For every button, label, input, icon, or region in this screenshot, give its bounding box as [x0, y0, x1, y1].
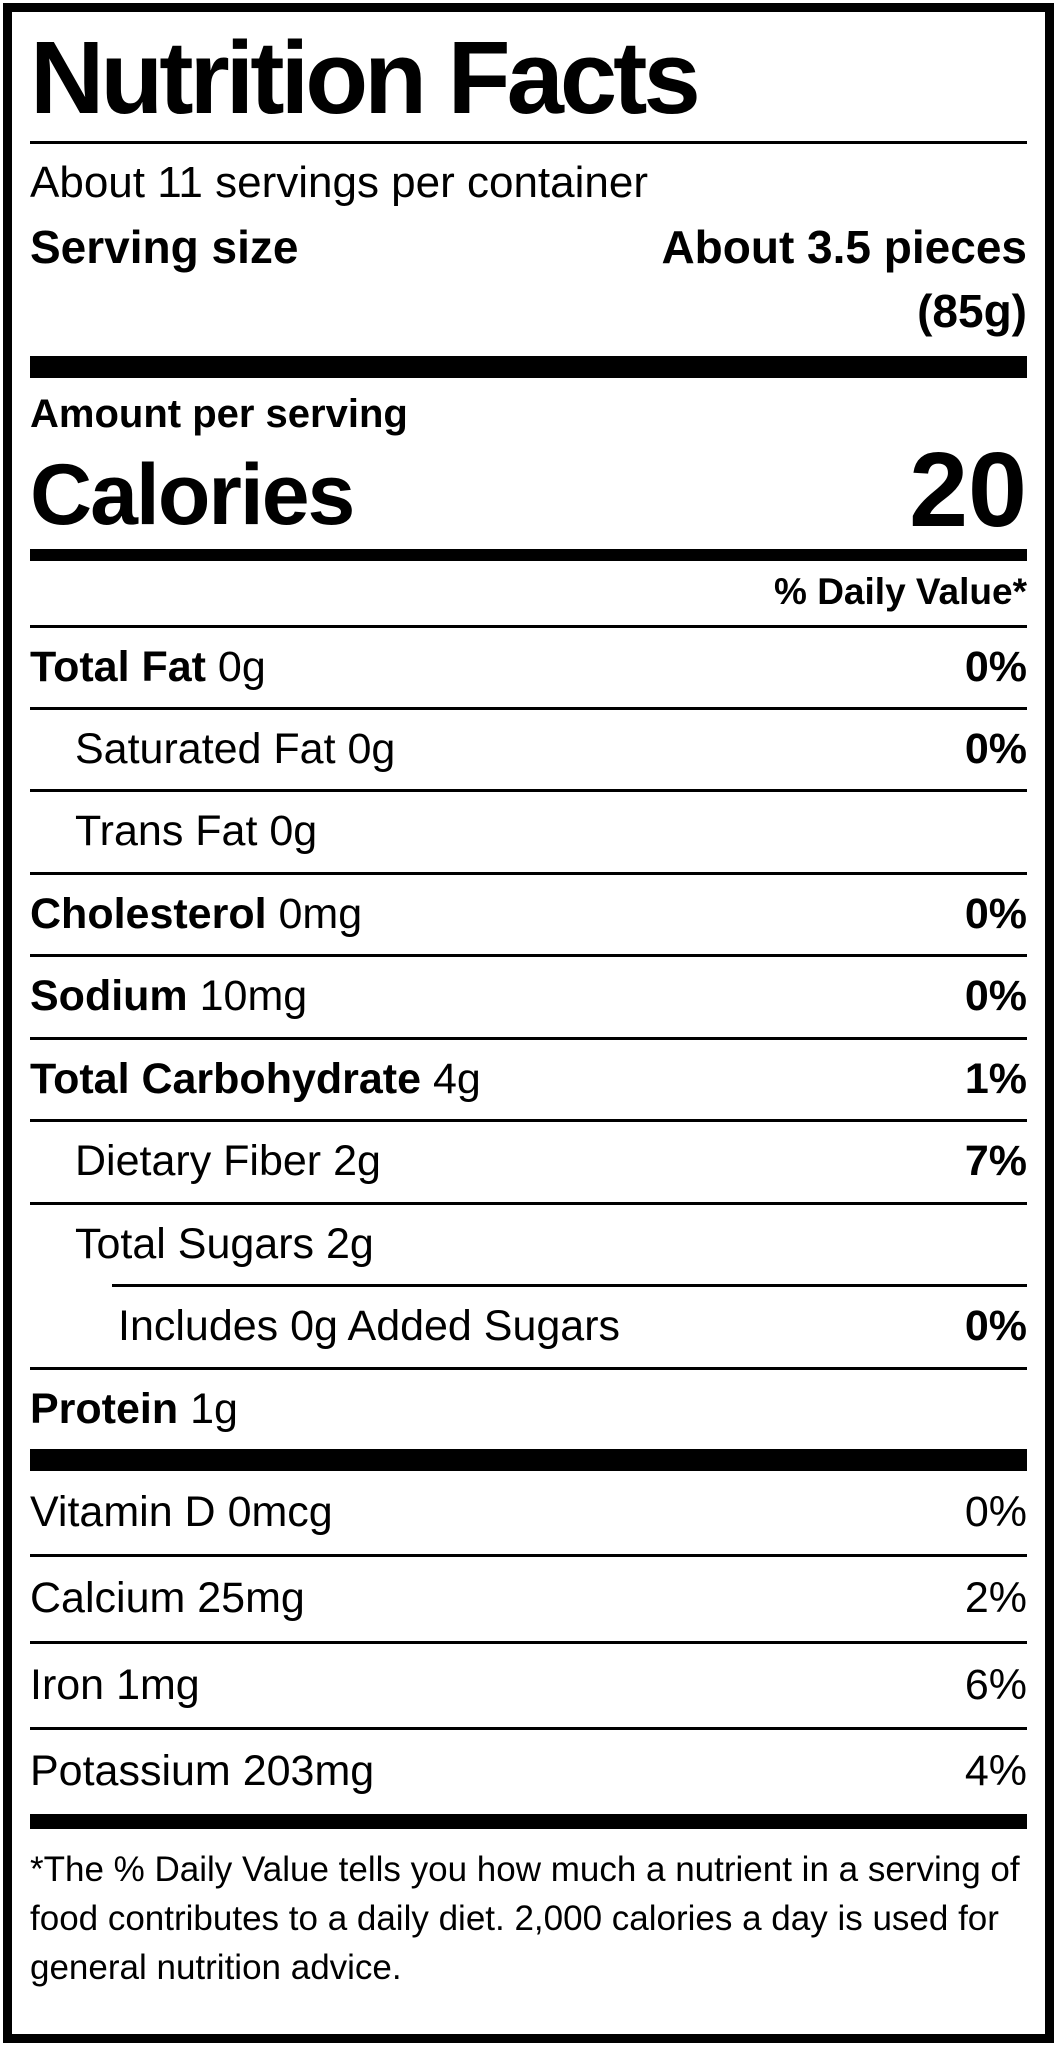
nutrient-row-saturated-fat: Saturated Fat 0g 0%: [30, 710, 1027, 793]
vitamin-amount: 1mg: [116, 1660, 200, 1709]
nutrient-amount: 2g: [333, 1137, 381, 1186]
calories-label: Calories: [30, 447, 355, 544]
nutrient-name-amount: Total Sugars 2g: [30, 1220, 374, 1269]
nutrient-name: Cholesterol: [30, 889, 267, 938]
nutrient-name: Total Carbohydrate: [30, 1054, 422, 1103]
nutrient-row-total-carbohydrate: Total Carbohydrate 4g 1%: [30, 1040, 1027, 1123]
nutrient-row-cholesterol: Cholesterol 0mg 0%: [30, 875, 1027, 958]
nutrient-name: Saturated Fat: [75, 725, 336, 774]
nutrient-dv: 0%: [964, 642, 1027, 691]
nutrient-dv: 0%: [964, 972, 1027, 1021]
vitamin-amount: 0mcg: [227, 1487, 333, 1536]
nutrient-dv: 7%: [964, 1137, 1027, 1186]
nutrition-facts-label: Nutrition Facts About 11 servings per co…: [3, 3, 1054, 2043]
vitamin-name-amount: Calcium 25mg: [30, 1574, 305, 1623]
daily-value-footnote: *The % Daily Value tells you how much a …: [30, 1849, 1020, 1987]
label-title: Nutrition Facts: [30, 12, 1027, 145]
vitamin-name: Vitamin D: [30, 1487, 216, 1536]
nutrient-name-amount: Protein 1g: [30, 1385, 238, 1434]
calories-row: Calories 20: [30, 430, 1027, 549]
nutrient-name-amount: Trans Fat 0g: [30, 807, 317, 856]
vitamin-name-amount: Vitamin D 0mcg: [30, 1488, 333, 1537]
vitamin-amount: 203mg: [242, 1747, 375, 1796]
nutrient-row-protein: Protein 1g: [30, 1370, 1027, 1449]
vitamin-dv: 2%: [964, 1574, 1027, 1623]
nutrient-name: Sodium: [30, 972, 188, 1021]
vitamin-dv: 6%: [964, 1660, 1027, 1709]
nutrient-row-dietary-fiber: Dietary Fiber 2g 7%: [30, 1122, 1027, 1205]
nutrient-amount: 10mg: [199, 972, 308, 1021]
vitamin-row-potassium: Potassium 203mg 4%: [30, 1730, 1027, 1817]
nutrient-row-total-sugars: Total Sugars 2g: [30, 1205, 1027, 1284]
nutrient-amount: 1g: [190, 1384, 238, 1433]
nutrient-name-amount: Cholesterol 0mg: [30, 890, 362, 939]
nutrient-amount: 4g: [432, 1054, 481, 1103]
vitamin-dv: 0%: [964, 1487, 1027, 1536]
divider-above-protein: [30, 1366, 1027, 1370]
nutrient-amount: 0mg: [278, 889, 363, 938]
nutrient-row-total-fat: Total Fat 0g 0%: [30, 628, 1027, 711]
nutrient-amount: 2g: [325, 1219, 374, 1268]
nutrient-name: Total Sugars: [75, 1219, 315, 1268]
separator-bar-thick-top: [30, 355, 1027, 378]
calories-value: 20: [909, 430, 1027, 549]
nutrient-name: Total Fat: [30, 642, 206, 691]
separator-bar-medium-calories: [30, 548, 1027, 561]
serving-size-label: Serving size: [30, 221, 299, 274]
nutrient-name-amount: Total Carbohydrate 4g: [30, 1055, 481, 1104]
serving-size-value-group: About 3.5 pieces (85g): [661, 218, 1027, 342]
nutrient-dv: 0%: [964, 1302, 1027, 1351]
nutrient-row-sodium: Sodium 10mg 0%: [30, 957, 1027, 1040]
vitamin-name: Iron: [30, 1660, 105, 1709]
nutrient-name: Includes 0g Added Sugars: [118, 1302, 621, 1351]
nutrient-row-added-sugars: Includes 0g Added Sugars 0%: [112, 1287, 1027, 1366]
vitamin-name-amount: Iron 1mg: [30, 1661, 200, 1710]
nutrient-name: Trans Fat: [75, 807, 258, 856]
separator-bar-thick-bottom: [30, 1448, 1027, 1471]
amount-per-serving-label: Amount per serving: [30, 391, 408, 436]
serving-size-value: About 3.5 pieces: [661, 221, 1027, 274]
nutrient-dv: 1%: [964, 1054, 1027, 1103]
serving-size-weight: (85g): [917, 285, 1027, 338]
vitamin-row-vitamin-d: Vitamin D 0mcg 0%: [30, 1471, 1027, 1558]
nutrient-amount: 0g: [347, 725, 396, 774]
separator-bar-medium-footnote: [30, 1816, 1027, 1829]
vitamin-name: Calcium: [30, 1574, 186, 1623]
nutrient-name-amount: Dietary Fiber 2g: [30, 1137, 381, 1186]
serving-size-row: Serving size About 3.5 pieces (85g): [30, 212, 1027, 342]
nutrient-name-amount: Saturated Fat 0g: [30, 725, 395, 774]
nutrient-amount: 0g: [217, 642, 266, 691]
vitamin-name-amount: Potassium 203mg: [30, 1747, 374, 1796]
vitamin-row-iron: Iron 1mg 6%: [30, 1644, 1027, 1731]
nutrient-name: Dietary Fiber: [75, 1137, 322, 1186]
vitamin-row-calcium: Calcium 25mg 2%: [30, 1557, 1027, 1644]
vitamin-dv: 4%: [964, 1747, 1027, 1796]
servings-per-container: About 11 servings per container: [30, 158, 648, 208]
nutrient-dv: 0%: [964, 725, 1027, 774]
added-sugars-indent-wrap: Includes 0g Added Sugars 0%: [112, 1284, 1027, 1366]
vitamin-name: Potassium: [30, 1747, 231, 1796]
nutrient-row-trans-fat: Trans Fat 0g: [30, 792, 1027, 875]
vitamin-amount: 25mg: [197, 1574, 305, 1623]
nutrient-name: Protein: [30, 1384, 179, 1433]
nutrient-name-amount: Sodium 10mg: [30, 972, 307, 1021]
nutrient-name-amount: Includes 0g Added Sugars: [118, 1302, 620, 1351]
daily-value-header: % Daily Value*: [30, 561, 1027, 628]
nutrient-amount: 0g: [269, 807, 318, 856]
nutrient-dv: 0%: [964, 889, 1027, 938]
nutrient-name-amount: Total Fat 0g: [30, 643, 266, 692]
